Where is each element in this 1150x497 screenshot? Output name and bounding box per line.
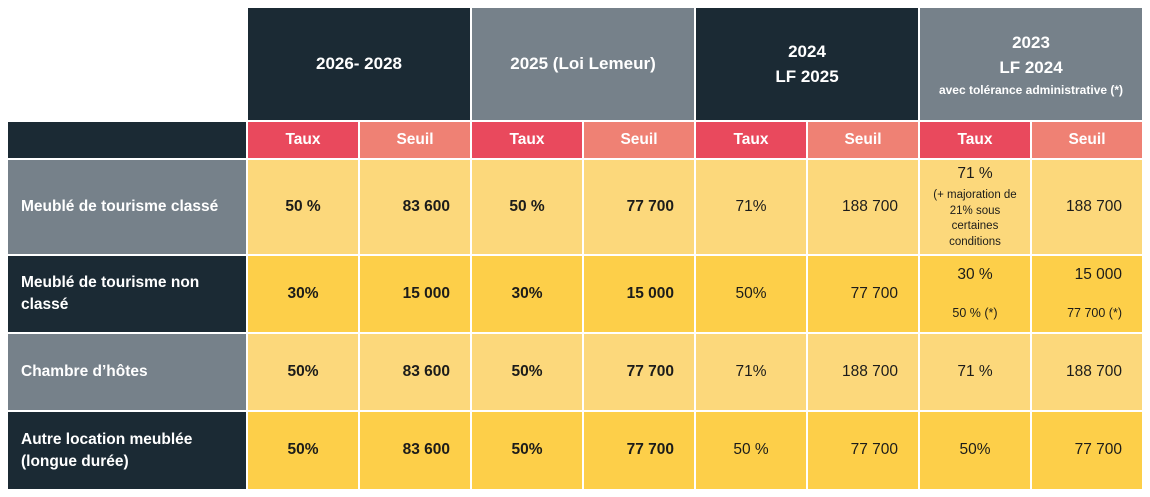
group-label: LF 2024 (999, 58, 1063, 78)
group-label: 2025 (Loi Lemeur) (510, 54, 656, 74)
group-sublabel: avec tolérance administrative (*) (938, 82, 1124, 97)
taux-cell: 50% (472, 412, 582, 489)
row-label: Meublé de tourisme non classé (8, 256, 246, 332)
group-label: 2023 (1012, 32, 1050, 52)
col-group-2025: 2025 (Loi Lemeur) (472, 8, 694, 120)
group-label: 2024 (788, 41, 826, 61)
taux-cell: 50 % (696, 412, 806, 489)
taux-cell-with-note: 71 % (+ majoration de 21% sous certaines… (920, 160, 1030, 254)
seuil-cell: 77 700 (808, 412, 918, 489)
taux-header: Taux (920, 122, 1030, 158)
seuil-cell: 83 600 (360, 334, 470, 410)
seuil-cell: 188 700 (1032, 160, 1142, 254)
taux-cell: 30% (472, 256, 582, 332)
taux-cell: 50% (248, 334, 358, 410)
seuil-cell: 83 600 (360, 412, 470, 489)
tax-comparison-table: 2026- 2028 2025 (Loi Lemeur) 2024 LF 202… (8, 8, 1142, 489)
seuil-cell: 188 700 (808, 334, 918, 410)
seuil-cell: 15 000 (584, 256, 694, 332)
seuil-cell: 77 700 (584, 334, 694, 410)
seuil-header: Seuil (808, 122, 918, 158)
seuil-cell: 15 000 (360, 256, 470, 332)
taux-header: Taux (472, 122, 582, 158)
seuil-cell: 188 700 (808, 160, 918, 254)
seuil-cell: 188 700 (1032, 334, 1142, 410)
label-column-header (8, 122, 246, 158)
seuil-header: Seuil (360, 122, 470, 158)
taux-cell-dual: 30 % 50 % (*) (920, 256, 1030, 332)
taux-header: Taux (696, 122, 806, 158)
taux-cell: 50% (696, 256, 806, 332)
col-group-2024: 2024 LF 2025 (696, 8, 918, 120)
taux-header: Taux (248, 122, 358, 158)
taux-cell: 30% (248, 256, 358, 332)
taux-cell: 50% (248, 412, 358, 489)
seuil-cell: 77 700 (1032, 412, 1142, 489)
col-group-2023: 2023 LF 2024 avec tolérance administrati… (920, 8, 1142, 120)
taux-cell: 50% (920, 412, 1030, 489)
taux-cell: 50% (472, 334, 582, 410)
seuil-cell-dual: 15 000 77 700 (*) (1032, 256, 1142, 332)
taux-cell: 71% (696, 334, 806, 410)
seuil-header: Seuil (1032, 122, 1142, 158)
seuil-cell: 83 600 (360, 160, 470, 254)
cell-secondary-value: 50 % (*) (952, 305, 998, 320)
cell-footnote: (+ majoration de 21% sous certaines cond… (933, 189, 1017, 248)
row-label: Autre location meublée (longue durée) (8, 412, 246, 489)
corner-spacer (8, 8, 246, 120)
row-label: Meublé de tourisme classé (8, 160, 246, 254)
taux-cell: 71 % (920, 334, 1030, 410)
group-label: LF 2025 (775, 67, 839, 86)
row-label: Chambre d’hôtes (8, 334, 246, 410)
seuil-cell: 77 700 (808, 256, 918, 332)
seuil-cell: 77 700 (584, 160, 694, 254)
taux-cell: 50 % (472, 160, 582, 254)
cell-secondary-value: 77 700 (*) (1067, 305, 1122, 320)
group-label: 2026- 2028 (315, 54, 403, 74)
taux-cell: 50 % (248, 160, 358, 254)
seuil-header: Seuil (584, 122, 694, 158)
col-group-2026-2028: 2026- 2028 (248, 8, 470, 120)
seuil-cell: 77 700 (584, 412, 694, 489)
taux-cell: 71% (696, 160, 806, 254)
